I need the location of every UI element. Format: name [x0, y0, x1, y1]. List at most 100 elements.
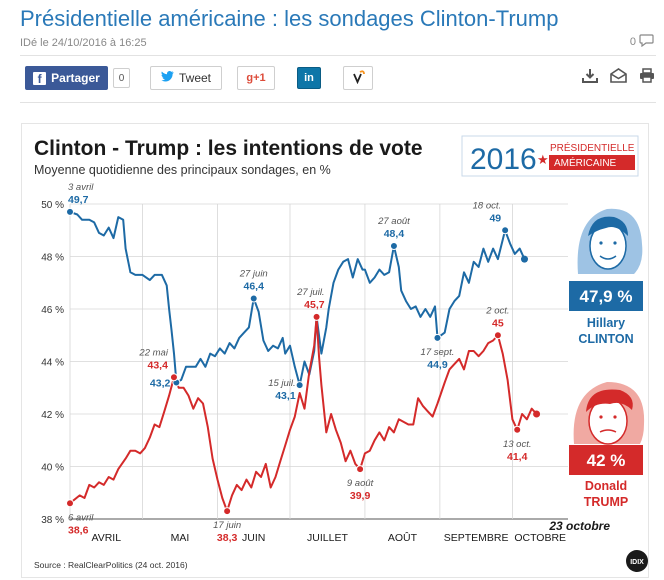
annotation-marker	[66, 207, 74, 216]
y-tick-label: 44 %	[41, 358, 64, 369]
trump-first-name: Donald	[585, 479, 627, 493]
badge-line2-bg	[549, 155, 635, 170]
comment-count: 0	[629, 36, 636, 48]
annotation-marker	[356, 465, 365, 474]
annotation-value: 44,9	[427, 359, 448, 371]
annotation-date: 27 juil.	[296, 287, 324, 298]
article-meta: IDé le 24/10/2016 à 16:25	[20, 37, 147, 49]
chart-title: Clinton - Trump : les intentions de vote	[34, 137, 423, 160]
annotation-marker	[312, 312, 321, 321]
annotation-marker	[169, 373, 178, 382]
annotation-marker	[295, 381, 304, 390]
viadeo-icon	[351, 69, 366, 87]
twitter-bird-icon	[161, 71, 174, 85]
annotation-value: 49,7	[68, 194, 89, 206]
annotation-date: 17 sept.	[421, 347, 455, 358]
election-badge: 2016 ★ PRÉSIDENTIELLE AMÉRICAINE	[461, 135, 639, 177]
badge-line1: PRÉSIDENTIELLE	[550, 141, 635, 154]
trump-final-value: 42 %	[587, 451, 626, 470]
facebook-share-count: 0	[113, 68, 130, 88]
tweet-label: Tweet	[178, 71, 211, 85]
annotation-value: 45,7	[304, 299, 325, 311]
x-tick-label: AVRIL	[91, 532, 121, 544]
annotation-date: 3 avril	[68, 182, 94, 193]
article-tools	[582, 68, 655, 83]
divider-bottom	[20, 102, 656, 103]
x-tick-label: OCTOBRE	[514, 532, 566, 544]
annotation-date: 9 août	[347, 478, 374, 489]
linkedin-share-button[interactable]: in	[295, 66, 323, 90]
annotation-value: 43,4	[148, 359, 169, 371]
annotation-value: 46,4	[244, 281, 265, 293]
clinton-last-name: CLINTON	[578, 332, 633, 346]
facebook-share-label: Partager	[51, 71, 100, 85]
viadeo-share-button[interactable]	[343, 66, 373, 90]
poll-infographic: 50 % 48 % 46 % 44 % 42 % 40 % 38 % AVRIL MAI JUI…	[21, 123, 649, 578]
facebook-icon: f	[33, 71, 47, 86]
x-tick-label: SEPTEMBRE	[444, 532, 509, 544]
end-date-label: 23 octobre	[548, 519, 610, 533]
annotation-value: 38,6	[68, 524, 89, 536]
series-line-clinton	[69, 210, 526, 387]
clinton-first-name: Hillary	[587, 316, 625, 330]
poll-chart: 50 % 48 % 46 % 44 % 42 % 40 % 38 % AVRIL MAI JUI…	[34, 135, 648, 572]
badge-year: 2016	[470, 143, 537, 176]
annotation-date: 27 août	[377, 216, 410, 227]
y-tick-label: 42 %	[41, 410, 64, 421]
y-tick-label: 48 %	[41, 253, 64, 264]
x-tick-label: AOÛT	[388, 531, 418, 544]
email-icon[interactable]	[610, 68, 627, 83]
annotation-marker	[493, 331, 502, 340]
annotation-date: 15 juil.	[268, 378, 295, 389]
annotation-date: 27 juin	[239, 269, 268, 280]
trump-panel: 42 % Donald TRUMP	[569, 382, 645, 509]
annotation-marker	[389, 242, 398, 250]
chart-source: Source : RealClearPolitics (24 oct. 2016…	[34, 560, 188, 570]
tweet-button[interactable]: Tweet	[150, 66, 222, 90]
comment-bubble-icon	[639, 34, 654, 50]
article-title: Présidentielle américaine : les sondages…	[20, 6, 559, 31]
x-tick-label: JUIN	[242, 532, 265, 544]
annotation-date: 6 avril	[68, 512, 94, 523]
chart-subtitle: Moyenne quotidienne des principaux sonda…	[34, 163, 331, 177]
y-tick-label: 38 %	[41, 515, 64, 526]
annotation-value: 43,1	[275, 390, 296, 402]
series-line-trump	[69, 315, 538, 513]
annotation-value: 43,2	[150, 378, 171, 390]
annotation-date: 22 mai	[138, 347, 168, 358]
comment-count-link[interactable]: 0	[630, 34, 654, 50]
annotation-date: 17 juin	[213, 520, 241, 531]
y-tick-label: 40 %	[41, 463, 64, 474]
annotation-marker	[249, 294, 258, 303]
annotation-value: 38,3	[217, 532, 238, 544]
linkedin-icon: in	[297, 67, 321, 89]
annotation-value: 45	[492, 317, 504, 329]
annotation-value: 48,4	[384, 228, 405, 240]
annotation-marker	[223, 507, 232, 516]
annotation-date: 2 oct.	[485, 305, 509, 316]
x-tick-label: MAI	[171, 532, 190, 544]
trump-last-name: TRUMP	[584, 495, 628, 509]
annotation-marker	[66, 499, 74, 508]
download-icon[interactable]	[582, 68, 598, 83]
facebook-share-button[interactable]: f Partager	[25, 66, 108, 90]
annotation-date: 18 oct.	[473, 200, 502, 211]
annotation-marker	[513, 425, 522, 434]
trump-portrait-icon	[573, 382, 645, 445]
clinton-final-value: 47,9 %	[580, 287, 633, 306]
series-end-point	[520, 255, 528, 263]
clinton-panel: 47,9 % Hillary CLINTON	[569, 208, 643, 346]
credit-logo-text: IDIX	[630, 559, 644, 566]
print-icon[interactable]	[639, 68, 655, 83]
clinton-portrait-icon	[577, 208, 643, 274]
google-plus-button[interactable]: g+1	[237, 66, 275, 90]
badge-line2: AMÉRICAINE	[554, 156, 617, 169]
x-tick-label: JUILLET	[307, 532, 348, 544]
annotation-value: 41,4	[507, 451, 528, 463]
y-tick-label: 50 %	[41, 200, 64, 211]
annotation-marker	[501, 226, 510, 235]
series-end-point	[533, 410, 541, 418]
annotation-marker	[433, 333, 442, 342]
y-tick-label: 46 %	[41, 305, 64, 316]
annotation-value: 49	[489, 212, 501, 224]
